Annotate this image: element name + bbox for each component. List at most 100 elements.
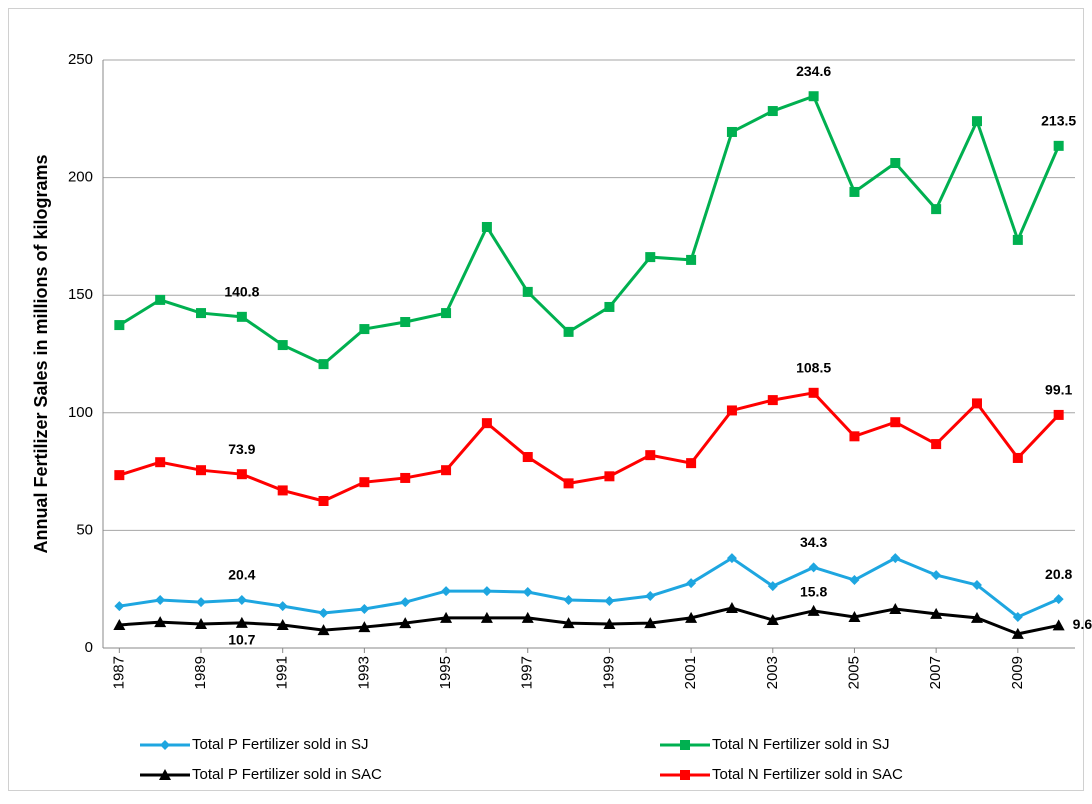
data-point xyxy=(848,610,861,622)
data-point xyxy=(563,326,574,337)
data-point xyxy=(522,452,533,463)
x-tick-label: 2009 xyxy=(1009,656,1026,689)
data-point xyxy=(890,553,901,564)
data-point xyxy=(1053,140,1064,151)
y-tick-label: 50 xyxy=(76,521,93,538)
data-point xyxy=(154,616,167,628)
data-point xyxy=(726,553,737,564)
data-point xyxy=(114,320,125,331)
data-point xyxy=(563,478,574,489)
legend-label: Total P Fertilizer sold in SAC xyxy=(192,766,382,783)
data-point xyxy=(196,308,207,319)
data-point xyxy=(1053,409,1064,420)
data-point xyxy=(400,472,411,483)
data-label: 34.3 xyxy=(800,534,827,550)
data-label: 9.6 xyxy=(1073,616,1092,632)
data-point xyxy=(1052,619,1065,631)
data-point xyxy=(522,587,533,598)
data-point xyxy=(114,601,125,612)
data-point xyxy=(686,578,697,589)
data-label: 140.8 xyxy=(224,284,259,300)
x-tick-label: 1993 xyxy=(355,656,372,689)
data-point xyxy=(400,597,411,608)
data-label: 20.8 xyxy=(1045,566,1072,582)
series-line xyxy=(118,391,1060,503)
data-point xyxy=(1012,611,1023,622)
data-point xyxy=(318,607,329,618)
data-point xyxy=(645,252,656,263)
data-point xyxy=(645,591,656,602)
data-point xyxy=(808,91,819,102)
data-point xyxy=(481,418,492,429)
legend-marker xyxy=(680,770,690,780)
data-point xyxy=(155,294,166,305)
legend-label: Total P Fertilizer sold in SJ xyxy=(192,736,368,753)
data-point xyxy=(440,611,453,623)
data-point xyxy=(603,618,616,630)
x-tick-label: 1989 xyxy=(192,656,209,689)
x-tick-label: 1997 xyxy=(519,656,536,689)
data-point xyxy=(645,450,656,461)
legend-label: Total N Fertilizer sold in SAC xyxy=(712,766,903,783)
data-point xyxy=(358,621,371,633)
data-label: 108.5 xyxy=(796,360,831,376)
data-point xyxy=(563,595,574,606)
data-point xyxy=(971,579,982,590)
data-point xyxy=(522,286,533,297)
data-point xyxy=(889,602,902,614)
data-label: 99.1 xyxy=(1045,382,1072,398)
x-tick-label: 2003 xyxy=(764,656,781,689)
legend-marker xyxy=(160,740,170,750)
x-tick-label: 1999 xyxy=(600,656,617,689)
data-point xyxy=(1053,594,1064,605)
data-point xyxy=(604,595,615,606)
data-point xyxy=(481,586,492,597)
data-label: 213.5 xyxy=(1041,113,1076,129)
data-point xyxy=(685,611,698,623)
data-point xyxy=(766,614,779,626)
chart-frame xyxy=(8,8,1084,791)
data-label: 20.4 xyxy=(228,567,255,583)
data-point xyxy=(767,581,778,592)
legend-marker xyxy=(159,769,171,780)
data-point xyxy=(970,611,983,623)
series-line xyxy=(119,556,1060,619)
data-point xyxy=(686,458,697,469)
data-label: 234.6 xyxy=(796,63,831,79)
data-label: 15.8 xyxy=(800,584,827,600)
data-point xyxy=(521,611,534,623)
data-point xyxy=(726,405,737,416)
data-point xyxy=(480,611,493,623)
legend-label: Total N Fertilizer sold in SJ xyxy=(712,736,890,753)
data-point xyxy=(236,311,247,322)
data-point xyxy=(236,595,247,606)
x-tick-label: 1987 xyxy=(110,656,127,689)
data-point xyxy=(196,597,207,608)
data-point xyxy=(686,254,697,265)
data-point xyxy=(277,340,288,351)
data-point xyxy=(441,586,452,597)
data-point xyxy=(399,617,412,629)
data-point xyxy=(359,324,370,335)
data-point xyxy=(155,595,166,606)
legend-marker xyxy=(680,740,690,750)
data-point xyxy=(971,398,982,409)
data-point xyxy=(931,204,942,215)
y-tick-label: 100 xyxy=(68,404,93,421)
y-tick-label: 0 xyxy=(85,639,93,656)
x-tick-label: 2001 xyxy=(682,656,699,689)
data-point xyxy=(359,603,370,614)
x-tick-label: 2005 xyxy=(845,656,862,689)
data-point xyxy=(849,575,860,586)
data-point xyxy=(276,618,289,630)
data-point xyxy=(890,158,901,169)
data-point xyxy=(562,617,575,629)
series-line xyxy=(118,94,1061,366)
data-point xyxy=(277,601,288,612)
y-tick-label: 150 xyxy=(68,286,93,303)
data-point xyxy=(317,624,330,636)
data-point xyxy=(604,301,615,312)
data-point xyxy=(604,471,615,482)
x-tick-label: 1991 xyxy=(274,656,291,689)
